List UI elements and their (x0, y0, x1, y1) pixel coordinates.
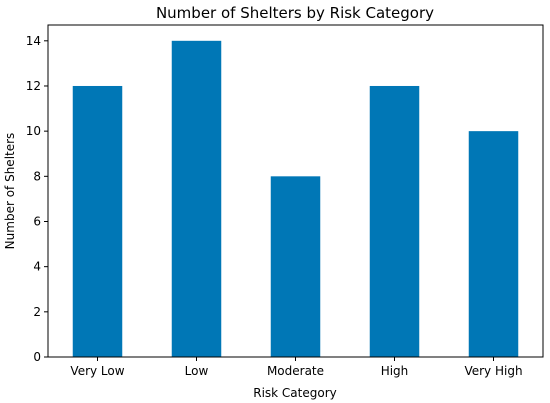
chart-title: Number of Shelters by Risk Category (156, 4, 434, 22)
y-axis-ticks: 0 2 4 6 8 10 12 14 (26, 34, 48, 364)
x-tick-label: High (381, 364, 409, 378)
y-tick-label: 4 (33, 260, 41, 274)
x-axis-label: Risk Category (253, 386, 337, 400)
bar-high (369, 85, 420, 357)
y-tick-label: 0 (33, 350, 41, 364)
bar-moderate (270, 176, 321, 357)
bar-very-high (468, 131, 519, 357)
y-tick-label: 12 (26, 79, 41, 93)
bar-low (171, 40, 222, 358)
x-tick-label: Very High (464, 364, 522, 378)
bar-very-low (72, 85, 123, 357)
y-tick-label: 8 (33, 169, 41, 183)
x-tick-label: Very Low (70, 364, 124, 378)
y-tick-label: 2 (33, 305, 41, 319)
x-tick-label: Low (185, 364, 209, 378)
y-axis-label: Number of Shelters (3, 133, 17, 250)
y-tick-label: 6 (33, 214, 41, 228)
plot-frame (47, 24, 544, 358)
x-axis-ticks: Very Low Low Moderate High Very High (70, 357, 523, 378)
y-tick-label: 14 (26, 34, 41, 48)
y-tick-label: 10 (26, 124, 41, 138)
x-tick-label: Moderate (267, 364, 324, 378)
bars-group (72, 40, 519, 358)
